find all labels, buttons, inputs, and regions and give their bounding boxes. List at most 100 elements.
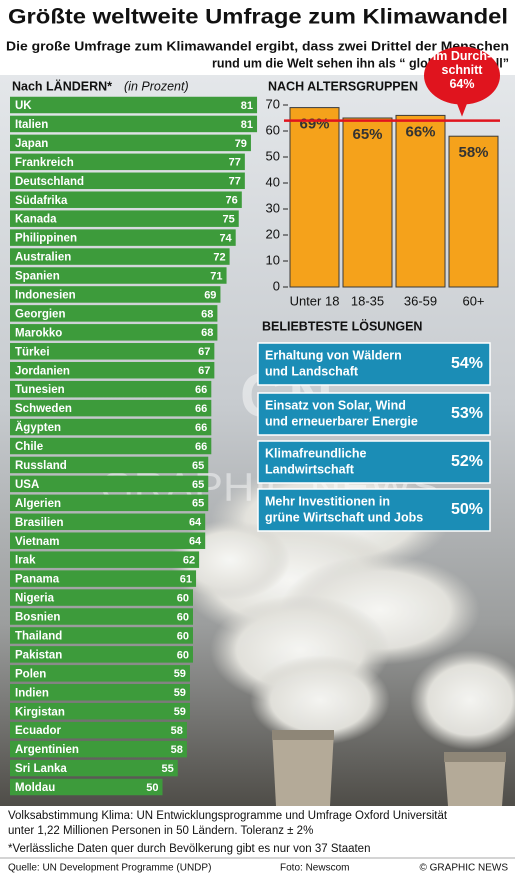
bar — [10, 456, 209, 474]
category-label: Georgien — [15, 308, 65, 320]
solution-text: Mehr Investitionen in — [265, 494, 390, 508]
bar — [10, 721, 187, 739]
footer-note: unter 1,22 Millionen Personen in 50 Länd… — [8, 825, 313, 837]
bar — [10, 551, 200, 568]
credit: © GRAPHIC NEWS — [420, 863, 509, 874]
bar — [10, 305, 218, 322]
y-tick-label: 0 — [273, 278, 280, 293]
value-label: 66 — [195, 422, 207, 434]
solution-text: Erhaltung von Wäldern — [265, 348, 402, 362]
bar — [10, 778, 163, 796]
bar — [10, 608, 193, 625]
category-label: Türkei — [15, 346, 50, 358]
value-label: 71 — [210, 270, 222, 282]
subtitle: Die große Umfrage zum Klimawandel ergibt… — [6, 39, 509, 53]
bar — [10, 248, 230, 265]
value-label: 67 — [198, 346, 210, 358]
bar — [10, 361, 215, 379]
category-label: Kirgistan — [15, 706, 65, 718]
callout — [424, 46, 500, 105]
bar — [395, 114, 446, 288]
value-label: 65 — [192, 498, 204, 510]
bar — [10, 134, 251, 152]
category-label: Algerien — [15, 498, 61, 510]
value-label: 60 — [177, 649, 189, 661]
solution-box — [257, 392, 491, 436]
category-label: Australien — [15, 252, 71, 264]
solution-text: Klimafreundliche — [265, 446, 366, 460]
solution-box — [257, 342, 491, 386]
category-label: USA — [15, 479, 39, 491]
category-label: Deutschland — [15, 176, 84, 188]
footer-note: Volksabstimmung Klima: UN Entwicklungspr… — [8, 810, 448, 822]
value-label: 75 — [223, 214, 235, 226]
y-tick-label: 20 — [266, 226, 280, 241]
bar — [10, 494, 209, 512]
category-label: Argentinien — [15, 744, 79, 756]
solution-text: und erneuerbarer Energie — [265, 414, 418, 428]
category-label: Vietnam — [15, 536, 60, 548]
category-label: Philippinen — [15, 233, 77, 245]
bar — [10, 702, 190, 720]
category-label: Ecuador — [15, 725, 62, 737]
bar — [10, 286, 221, 303]
bar — [10, 267, 227, 284]
value-label: 59 — [174, 706, 186, 718]
bar — [10, 172, 245, 190]
callout-value: 64% — [449, 77, 474, 91]
category-label: Polen — [15, 668, 46, 680]
chart-title: NACH ALTERSGRUPPEN — [268, 79, 418, 93]
value-label: 66 — [195, 384, 207, 396]
y-tick-label: 10 — [266, 252, 280, 267]
category-label: Marokko — [15, 327, 62, 339]
y-tick-label: 60 — [266, 122, 280, 137]
x-tick-label: Unter 18 — [290, 293, 340, 308]
solution-text: grüne Wirtschaft und Jobs — [265, 510, 423, 524]
bar — [10, 740, 187, 758]
category-label: Brasilien — [15, 517, 64, 529]
value-label: 60 — [177, 611, 189, 623]
bar — [10, 646, 193, 663]
value-label: 66 — [195, 403, 207, 415]
y-tick-label: 40 — [266, 174, 280, 189]
title: Größte weltweite Umfrage zum Klimawandel — [8, 6, 508, 29]
solution-percent: 50% — [451, 501, 483, 518]
category-label: Chile — [15, 441, 43, 453]
value-label: 59 — [174, 668, 186, 680]
solution-text: Landwirtschaft — [265, 462, 355, 476]
value-label: 69% — [299, 116, 329, 133]
solution-percent: 52% — [451, 453, 483, 470]
bar — [10, 627, 193, 644]
category-label: Moldau — [15, 782, 55, 794]
bar — [10, 570, 197, 587]
x-tick-label: 60+ — [462, 293, 484, 308]
category-label: Italien — [15, 119, 48, 131]
value-label: 58 — [171, 744, 183, 756]
bar — [10, 759, 178, 777]
solution-text: Einsatz von Solar, Wind — [265, 398, 406, 412]
solution-percent: 54% — [451, 355, 483, 372]
solution-percent: 53% — [451, 405, 483, 422]
value-label: 60 — [177, 630, 189, 642]
value-label: 61 — [180, 574, 192, 586]
category-label: Indonesien — [15, 289, 76, 301]
category-label: Ägypten — [15, 421, 61, 434]
solution-box — [257, 488, 491, 532]
bar — [10, 418, 212, 436]
value-label: 65% — [352, 126, 382, 143]
value-label: 79 — [235, 138, 247, 150]
bar — [10, 153, 245, 171]
source: Quelle: UN Development Programme (UNDP) — [8, 863, 211, 874]
y-tick-label: 70 — [266, 96, 280, 111]
category-label: Schweden — [15, 403, 72, 415]
bar — [342, 117, 393, 288]
category-label: UK — [15, 100, 32, 112]
value-label: 59 — [174, 687, 186, 699]
bar — [10, 665, 190, 682]
category-label: Indien — [15, 687, 49, 699]
category-label: Nigeria — [15, 593, 55, 605]
bar — [10, 191, 242, 208]
callout-text: Im Durch- — [433, 49, 491, 63]
value-label: 66 — [195, 441, 207, 453]
